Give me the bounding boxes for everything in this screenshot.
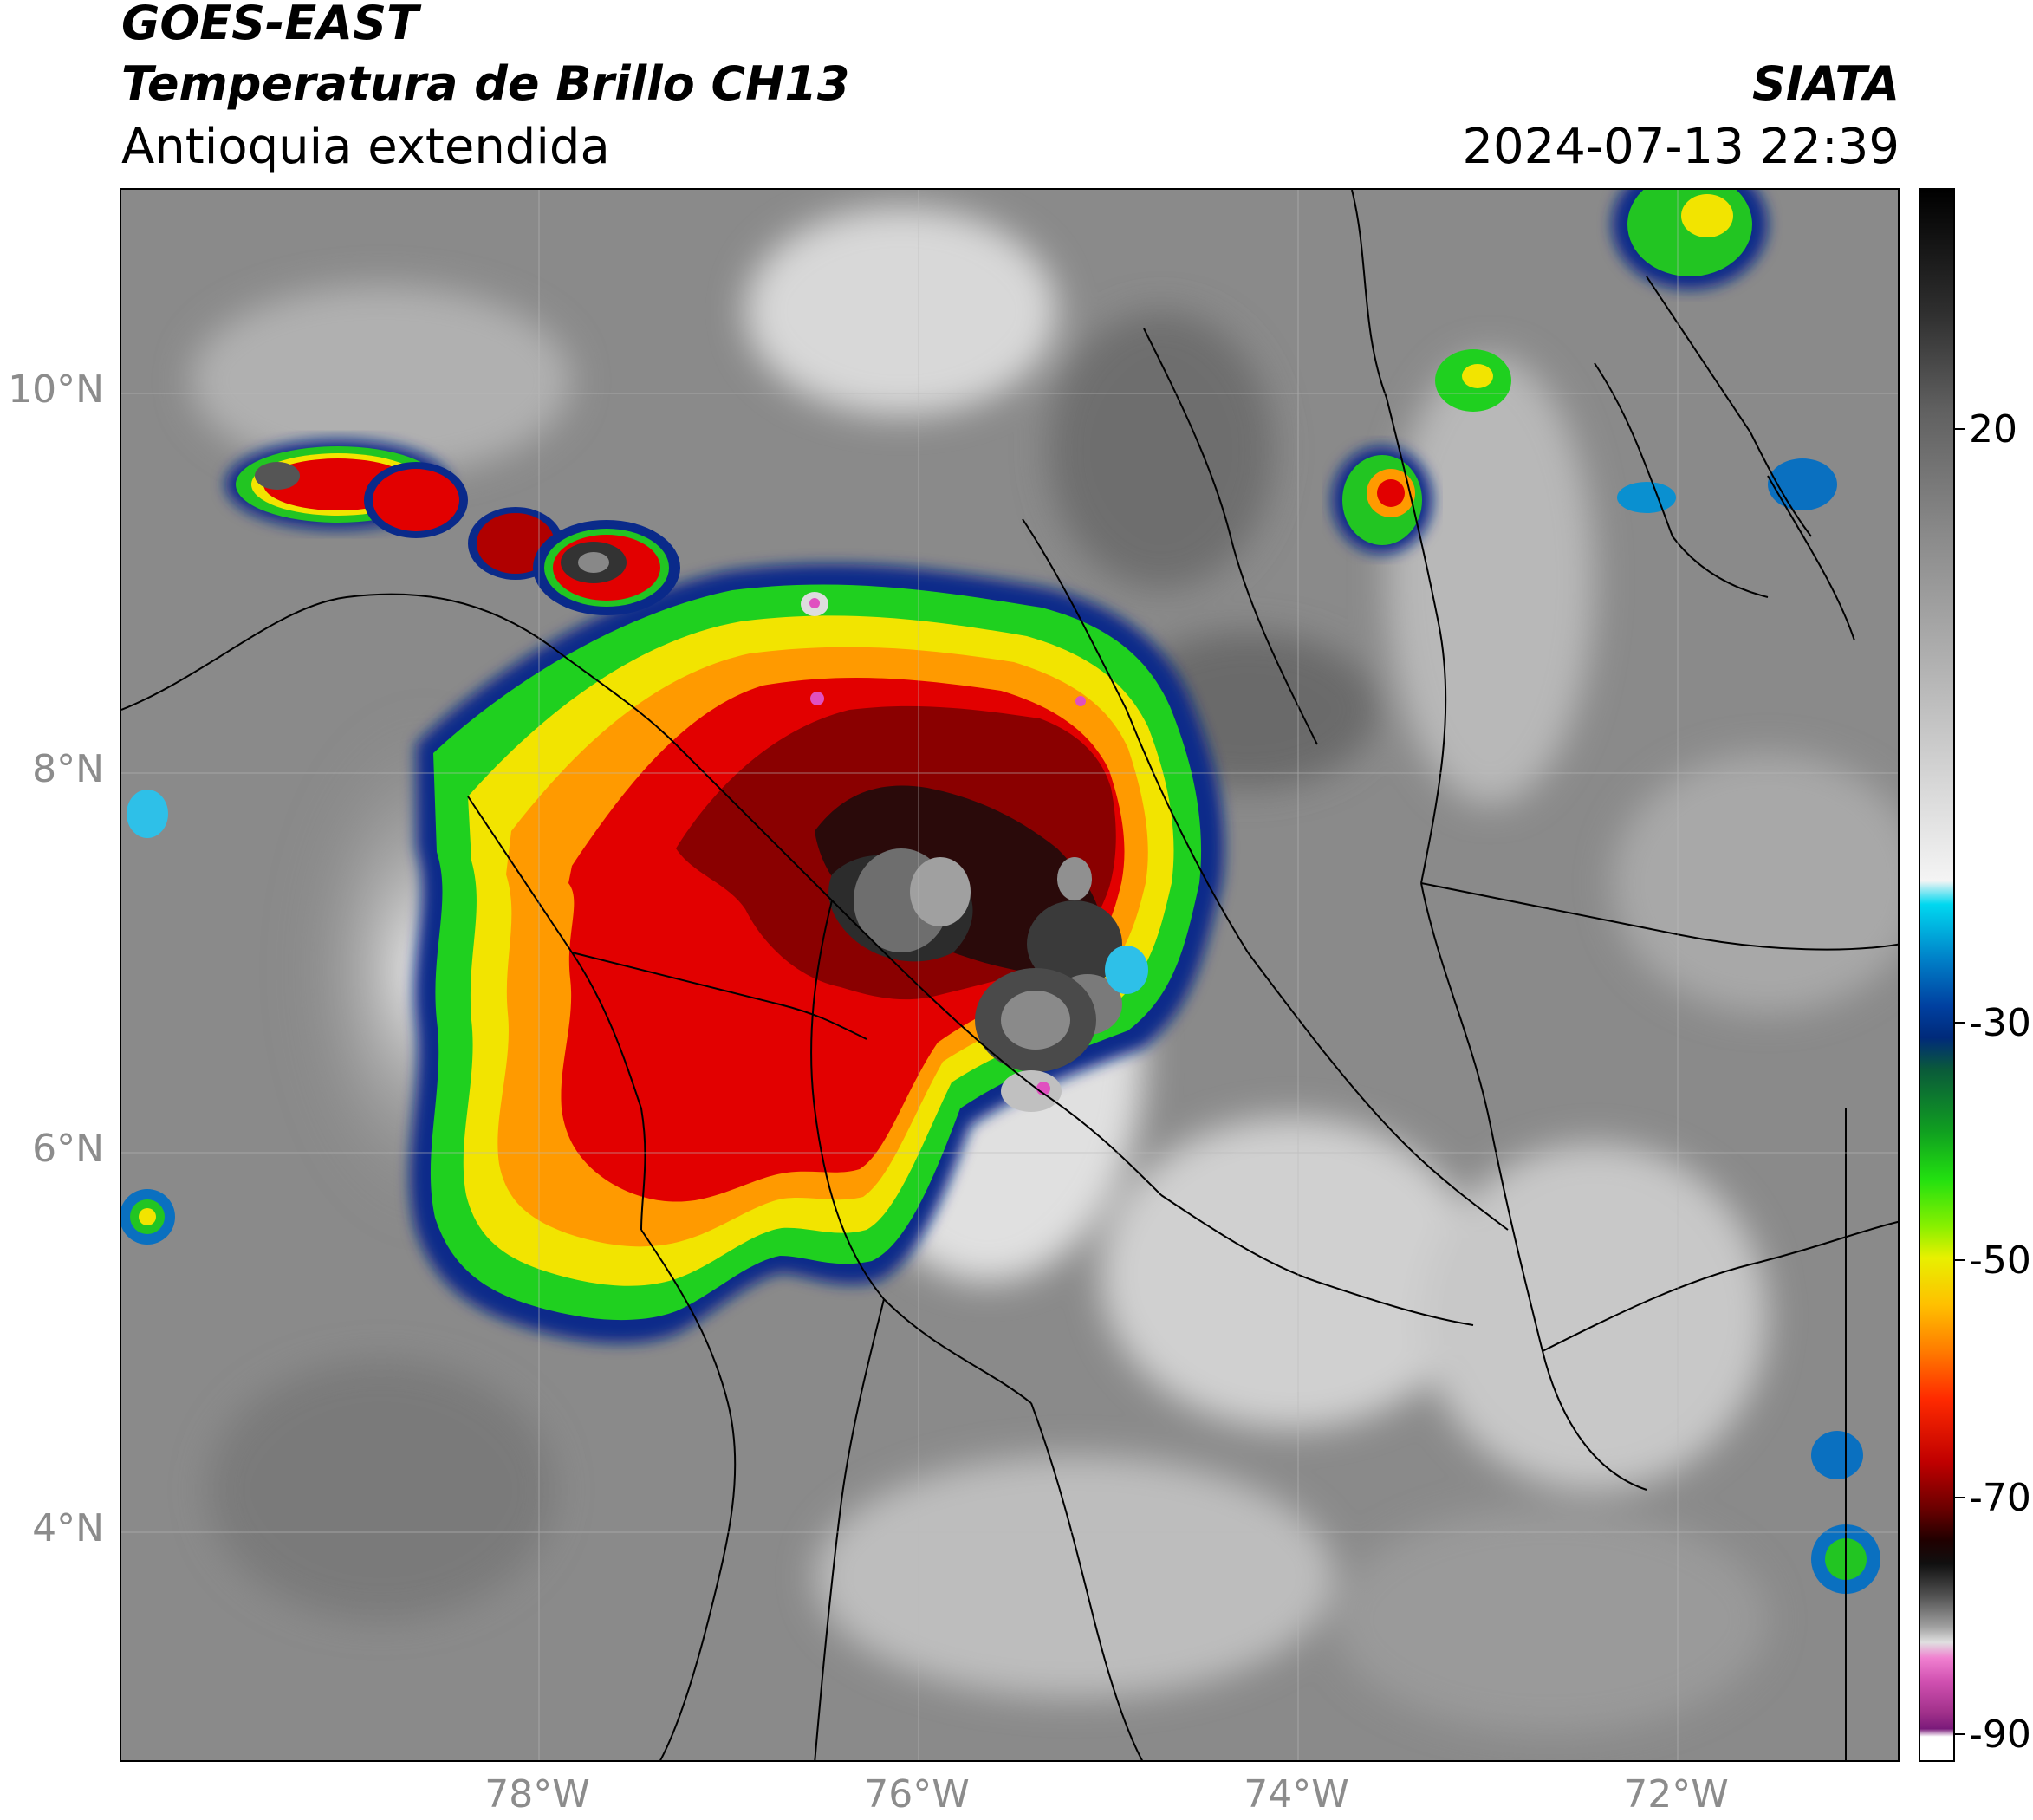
lat-label-10n: 10°N <box>8 367 104 412</box>
lon-label-76w: 76°W <box>864 1772 970 1817</box>
overshooting-top-1 <box>809 598 820 608</box>
gridlines <box>121 190 1898 1760</box>
lon-label-74w: 74°W <box>1244 1772 1349 1817</box>
colorbar-tick-minus90: -90 <box>1969 1713 2031 1757</box>
overshooting-top-3 <box>1075 696 1086 706</box>
lat-label-8n: 8°N <box>32 747 104 791</box>
organization-label: SIATA <box>1751 56 1900 111</box>
satellite-map[interactable] <box>120 188 1900 1762</box>
temperature-colorbar <box>1919 188 1955 1762</box>
lat-label-4n: 4°N <box>32 1506 104 1550</box>
region-subtitle: Antioquia extendida <box>121 119 610 175</box>
colorbar-tick-minus50: -50 <box>1969 1238 2031 1283</box>
lon-label-78w: 78°W <box>484 1772 590 1817</box>
colorbar-tick-20: 20 <box>1969 407 2017 452</box>
satellite-title: GOES-EAST <box>121 0 419 50</box>
lon-label-72w: 72°W <box>1623 1772 1729 1817</box>
satellite-imagery <box>121 190 1898 1760</box>
storm-main <box>409 563 1224 1343</box>
timestamp-label: 2024-07-13 22:39 <box>1462 119 1900 175</box>
admin-borders <box>121 190 1898 1760</box>
lat-label-6n: 6°N <box>32 1127 104 1171</box>
product-title: Temperatura de Brillo CH13 <box>121 56 850 111</box>
colorbar-tick-minus30: -30 <box>1969 1001 2031 1045</box>
storm-northwest <box>225 439 680 615</box>
overshooting-top-2 <box>810 692 824 705</box>
storm-northeast <box>121 190 1880 1594</box>
colorbar-tick-minus70: -70 <box>1969 1476 2031 1520</box>
